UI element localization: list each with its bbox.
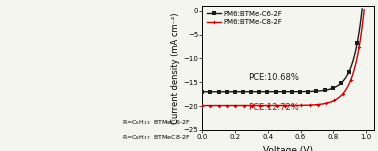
Y-axis label: Current density (mA cm⁻²): Current density (mA cm⁻²) bbox=[171, 12, 180, 124]
Text: PCE:12.72%: PCE:12.72% bbox=[248, 103, 299, 112]
Text: R=C$_8$H$_{17}$  BTMeC8-2F: R=C$_8$H$_{17}$ BTMeC8-2F bbox=[122, 133, 191, 142]
Text: R=C$_6$H$_{13}$  BTMeC6-2F: R=C$_6$H$_{13}$ BTMeC6-2F bbox=[122, 118, 191, 127]
Legend: PM6:BTMe-C6-2F, PM6:BTMe-C8-2F: PM6:BTMe-C6-2F, PM6:BTMe-C8-2F bbox=[206, 10, 284, 26]
X-axis label: Voltage (V): Voltage (V) bbox=[263, 146, 313, 151]
Text: PCE:10.68%: PCE:10.68% bbox=[248, 73, 299, 82]
